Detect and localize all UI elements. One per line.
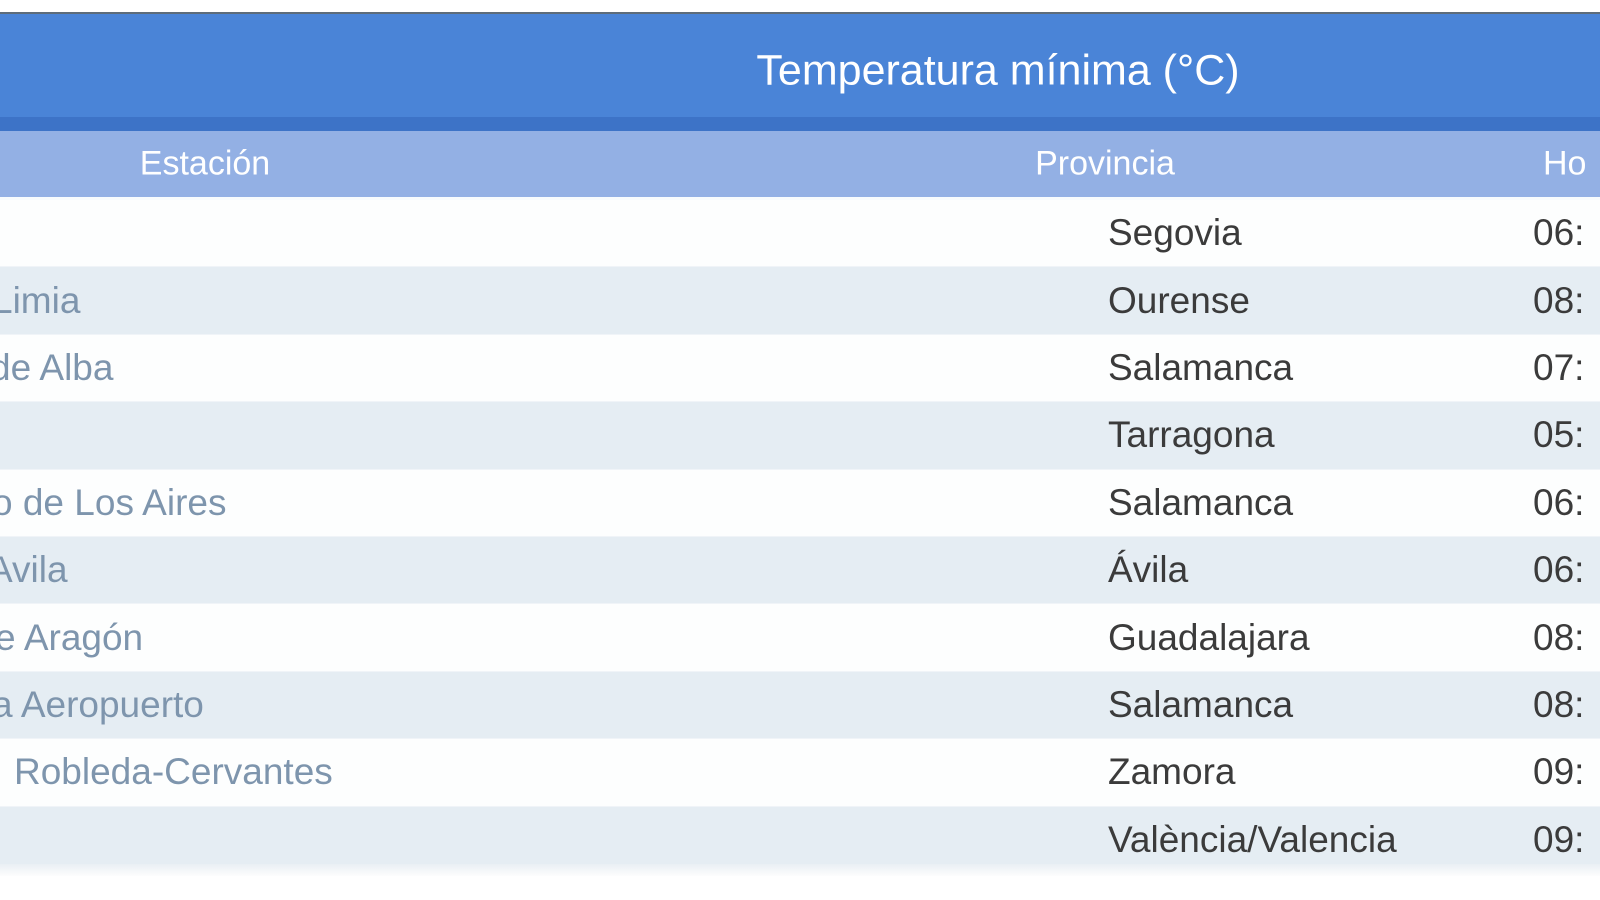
hour-cell: 06: (1533, 212, 1585, 254)
table-body: Segovia 06: Limia Ourense 08: de Alba Sa… (0, 200, 1600, 874)
table-row: Robleda-Cervantes Zamora 09: (0, 739, 1600, 807)
hour-cell: 09: (1533, 818, 1585, 860)
table-row: de Alba Salamanca 07: (0, 334, 1600, 403)
table-bottom-fade (0, 864, 1600, 876)
table-row: Segovia 06: (0, 200, 1600, 268)
station-link[interactable]: Limia (0, 279, 81, 321)
table-top-border (0, 12, 1600, 14)
province-cell: Segovia (1108, 212, 1242, 254)
column-header-estacion: Estación (139, 144, 271, 183)
station-link[interactable]: Avila (0, 549, 68, 591)
province-cell: Guadalajara (1108, 616, 1310, 658)
province-cell: Zamora (1108, 751, 1236, 793)
column-header-hora-clipped: Ho (1543, 144, 1587, 183)
hour-cell: 06: (1533, 549, 1585, 591)
table-title: Temperatura mínima (°C) (756, 46, 1240, 95)
hour-cell: 07: (1533, 346, 1585, 388)
hour-cell: 06: (1533, 481, 1585, 523)
table-header-row: Estación Provincia Ho (0, 131, 1600, 200)
station-link[interactable]: o de Los Aires (0, 481, 227, 523)
table-row: o de Los Aires Salamanca 06: (0, 469, 1600, 537)
hour-cell: 08: (1533, 683, 1585, 725)
station-link[interactable]: e Aragón (0, 616, 144, 658)
province-cell: Salamanca (1108, 481, 1294, 523)
table-row: a Aeropuerto Salamanca 08: (0, 671, 1600, 740)
station-link[interactable]: a Aeropuerto (0, 683, 204, 725)
table-row: Avila Ávila 06: (0, 536, 1600, 605)
hour-cell: 08: (1533, 616, 1585, 658)
table-row: Tarragona 05: (0, 402, 1600, 470)
hour-cell: 08: (1533, 279, 1585, 321)
hour-cell: 05: (1533, 414, 1585, 456)
province-cell: València/Valencia (1108, 818, 1397, 860)
province-cell: Tarragona (1108, 414, 1275, 456)
table-row: València/Valencia 09: (0, 806, 1600, 874)
station-link[interactable]: de Alba (0, 346, 114, 388)
table-row: Limia Ourense 08: (0, 267, 1600, 335)
province-cell: Salamanca (1108, 346, 1294, 388)
province-cell: Salamanca (1108, 683, 1294, 725)
province-cell: Ourense (1108, 279, 1250, 321)
hour-cell: 09: (1533, 751, 1585, 793)
station-link[interactable]: Robleda-Cervantes (14, 751, 333, 793)
table-title-bar: Temperatura mínima (°C) (0, 14, 1600, 131)
column-header-provincia: Provincia (1035, 144, 1175, 183)
table-row: e Aragón Guadalajara 08: (0, 604, 1600, 672)
province-cell: Ávila (1108, 549, 1189, 591)
